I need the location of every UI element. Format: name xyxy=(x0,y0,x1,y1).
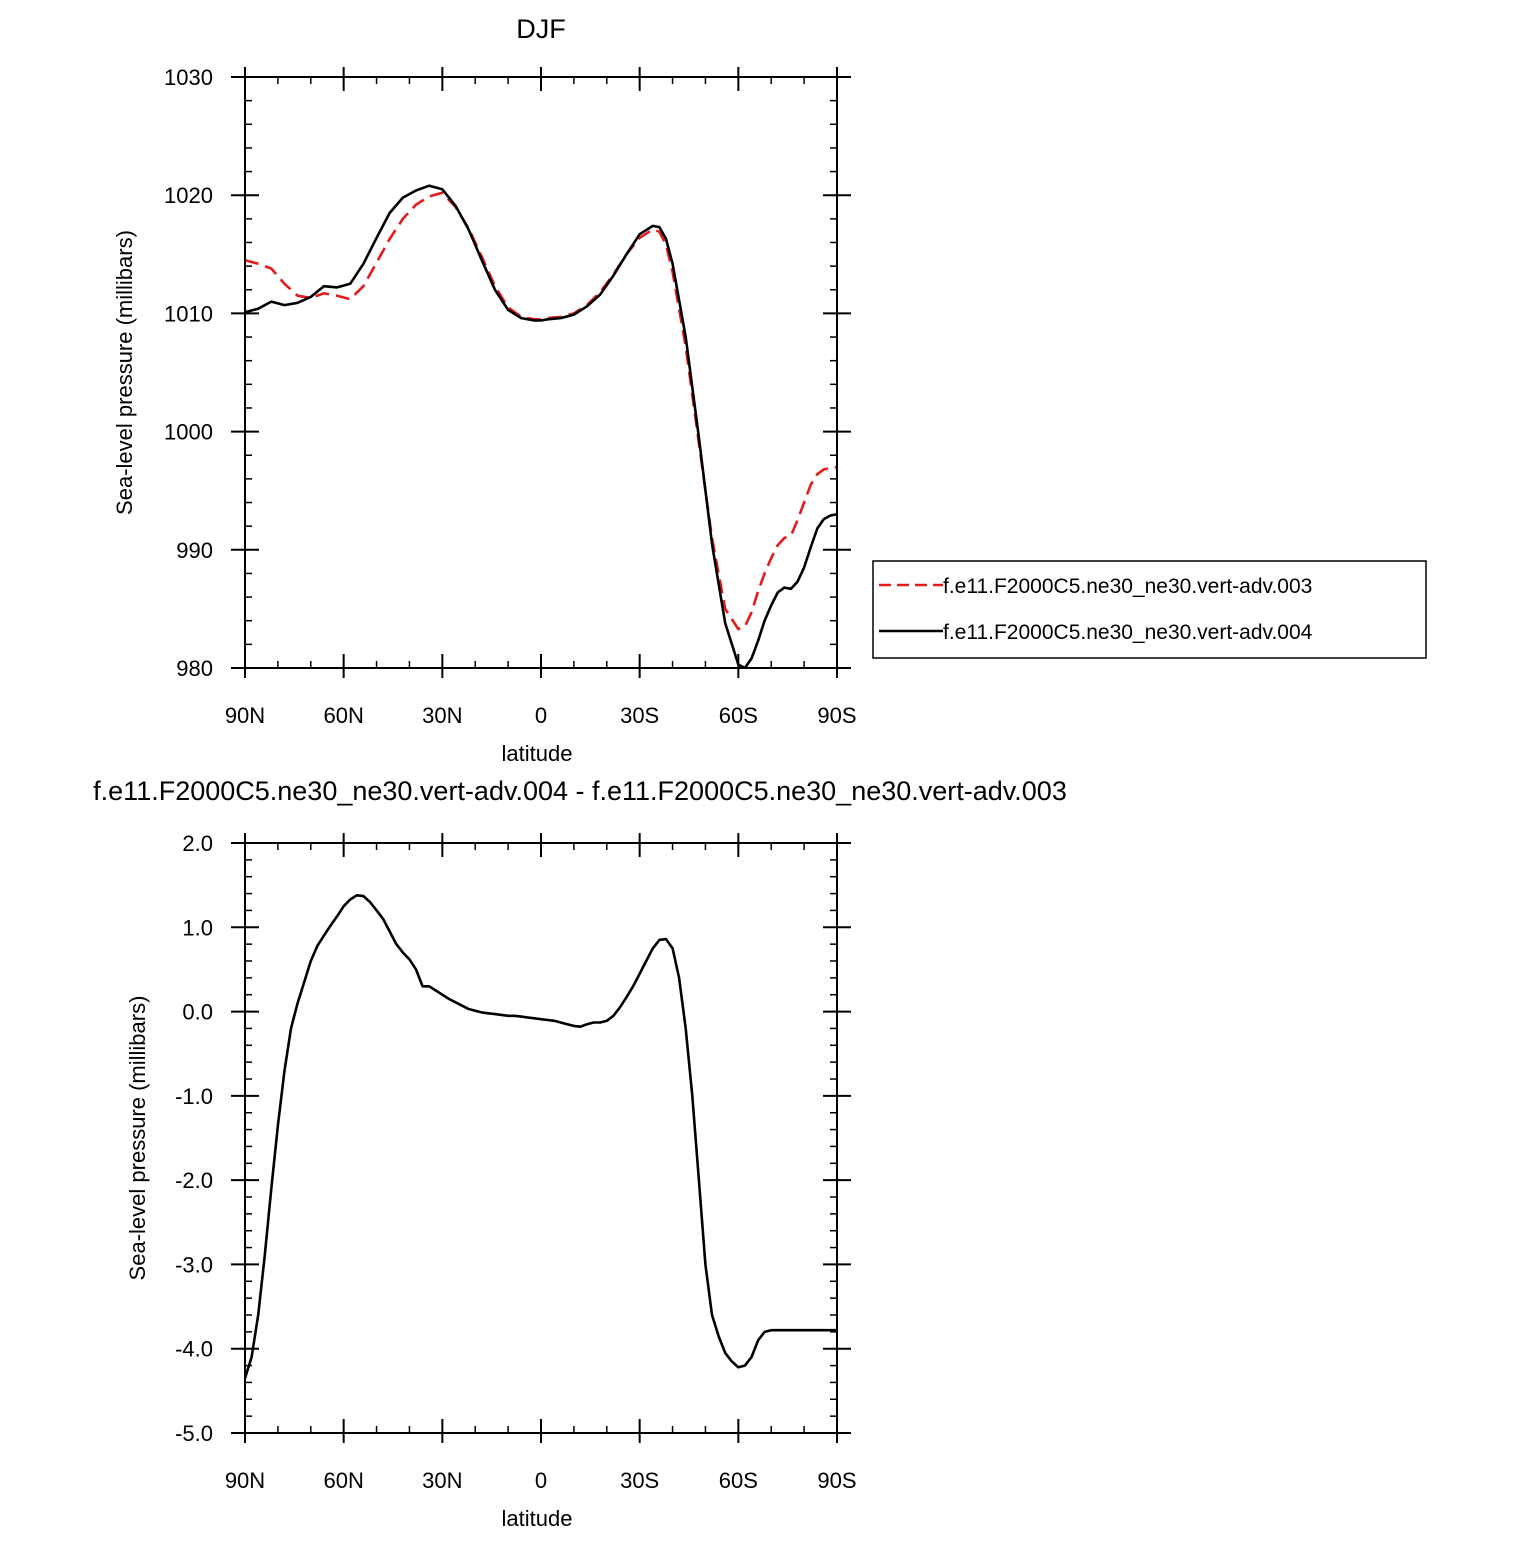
x-tick-label: 60S xyxy=(719,1468,758,1493)
y-tick-label: -1.0 xyxy=(175,1084,213,1109)
y-tick-label: 1000 xyxy=(164,420,213,445)
y-axis-label: Sea-level pressure (millibars) xyxy=(112,230,137,515)
x-tick-label: 30N xyxy=(422,703,462,728)
legend-label-1: f.e11.F2000C5.ne30_ne30.vert-adv.003 xyxy=(943,575,1312,598)
x-tick-label: 90S xyxy=(817,1468,856,1493)
top-chart-panel: DJF 90N 60N 30N 0 30S 60S 90S 980 990 1000 1010 1020… xyxy=(112,14,1427,766)
y-tick-label: 2.0 xyxy=(182,831,213,856)
x-axis-label: latitude xyxy=(502,741,573,766)
y-tick-label: 1020 xyxy=(164,183,213,208)
series-line-2 xyxy=(245,184,837,668)
y-tick-label: 980 xyxy=(176,656,213,681)
x-tick-label: 0 xyxy=(535,1468,547,1493)
x-tick-label: 90N xyxy=(225,703,265,728)
y-tick-label: 1030 xyxy=(164,65,213,90)
plot-frame xyxy=(244,842,838,1434)
x-tick-label: 90N xyxy=(225,1468,265,1493)
legend-box xyxy=(872,560,1427,659)
y-tick-label: -4.0 xyxy=(175,1337,213,1362)
y-tick-label: 990 xyxy=(176,538,213,563)
y-tick-label: 1010 xyxy=(164,301,213,326)
x-tick-label: 60S xyxy=(719,703,758,728)
x-tick-label: 30S xyxy=(620,1468,659,1493)
x-axis-label: latitude xyxy=(502,1506,573,1531)
x-tick-label: 0 xyxy=(535,703,547,728)
plot-frame xyxy=(244,76,838,669)
y-tick-label: 1.0 xyxy=(182,915,213,940)
chart-title: DJF xyxy=(516,14,566,44)
series-line-1 xyxy=(245,893,837,1379)
legend-label-2: f.e11.F2000C5.ne30_ne30.vert-adv.004 xyxy=(943,621,1313,644)
y-tick-label: 0.0 xyxy=(182,1000,213,1025)
y-tick-label: -5.0 xyxy=(175,1421,213,1446)
y-axis-label: Sea-level pressure (millibars) xyxy=(125,996,150,1281)
y-tick-label: -2.0 xyxy=(175,1168,213,1193)
x-tick-label: 90S xyxy=(817,703,856,728)
x-tick-label: 30S xyxy=(620,703,659,728)
y-tick-label: -3.0 xyxy=(175,1252,213,1277)
chart-title: f.e11.F2000C5.ne30_ne30.vert-adv.004 - f… xyxy=(93,776,1067,806)
series-line-1 xyxy=(245,191,837,631)
bottom-chart-panel: f.e11.F2000C5.ne30_ne30.vert-adv.004 - f… xyxy=(93,776,1067,1531)
x-tick-label: 30N xyxy=(422,1468,462,1493)
x-tick-label: 60N xyxy=(323,703,363,728)
x-tick-label: 60N xyxy=(323,1468,363,1493)
